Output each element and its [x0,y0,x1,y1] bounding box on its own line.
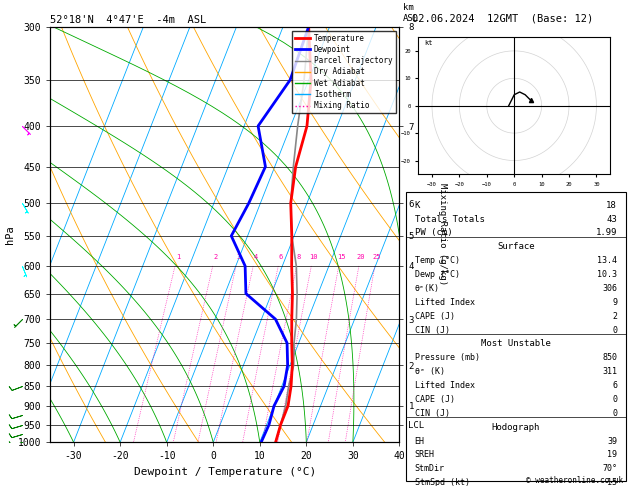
Text: 6: 6 [612,381,617,390]
Text: PW (cm): PW (cm) [415,228,452,237]
Text: Lifted Index: Lifted Index [415,298,474,307]
Text: 20: 20 [357,254,365,260]
Text: Dewp (°C): Dewp (°C) [415,270,460,279]
Text: 15: 15 [607,478,617,486]
Text: 850: 850 [602,353,617,363]
Text: Surface: Surface [497,243,535,251]
Text: kt: kt [424,40,432,46]
Text: 15: 15 [337,254,345,260]
Text: Totals Totals: Totals Totals [415,214,484,224]
Text: 10.3: 10.3 [597,270,617,279]
Text: 6: 6 [279,254,283,260]
Text: CIN (J): CIN (J) [415,326,450,334]
Text: 18: 18 [606,201,617,209]
Text: Most Unstable: Most Unstable [481,339,551,348]
Text: 0: 0 [612,409,617,418]
Text: EH: EH [415,436,425,446]
Text: 39: 39 [607,436,617,446]
Text: StmSpd (kt): StmSpd (kt) [415,478,469,486]
Text: 311: 311 [602,367,617,376]
Text: StmDir: StmDir [415,464,445,473]
Y-axis label: hPa: hPa [5,225,15,244]
Text: 19: 19 [607,451,617,459]
Text: CAPE (J): CAPE (J) [415,395,455,404]
Text: 1: 1 [175,254,180,260]
Text: θᵉ(K): θᵉ(K) [415,284,440,293]
Text: 4: 4 [253,254,258,260]
Text: 52°18'N  4°47'E  -4m  ASL: 52°18'N 4°47'E -4m ASL [50,15,206,25]
Text: Pressure (mb): Pressure (mb) [415,353,479,363]
Text: Lifted Index: Lifted Index [415,381,474,390]
Text: 3: 3 [237,254,241,260]
Text: Hodograph: Hodograph [492,423,540,432]
Text: 13.4: 13.4 [597,256,617,265]
Text: Temp (°C): Temp (°C) [415,256,460,265]
Text: 70°: 70° [602,464,617,473]
X-axis label: Dewpoint / Temperature (°C): Dewpoint / Temperature (°C) [134,467,316,477]
Text: K: K [415,201,420,209]
Text: 02.06.2024  12GMT  (Base: 12): 02.06.2024 12GMT (Base: 12) [412,13,593,23]
Text: © weatheronline.co.uk: © weatheronline.co.uk [526,475,623,485]
Text: 1.99: 1.99 [596,228,617,237]
Text: 8: 8 [297,254,301,260]
Y-axis label: Mixing Ratio (g/kg): Mixing Ratio (g/kg) [438,183,447,286]
Text: km
ASL: km ASL [403,3,419,22]
Text: CAPE (J): CAPE (J) [415,312,455,321]
Text: 43: 43 [606,214,617,224]
Legend: Temperature, Dewpoint, Parcel Trajectory, Dry Adiabat, Wet Adiabat, Isotherm, Mi: Temperature, Dewpoint, Parcel Trajectory… [292,31,396,113]
Text: 25: 25 [372,254,381,260]
Text: CIN (J): CIN (J) [415,409,450,418]
Text: θᵉ (K): θᵉ (K) [415,367,445,376]
Text: 10: 10 [309,254,318,260]
Text: 0: 0 [612,395,617,404]
Text: SREH: SREH [415,451,435,459]
Text: 9: 9 [612,298,617,307]
Text: 0: 0 [612,326,617,334]
Text: 306: 306 [602,284,617,293]
Text: 2: 2 [612,312,617,321]
Text: 2: 2 [213,254,218,260]
